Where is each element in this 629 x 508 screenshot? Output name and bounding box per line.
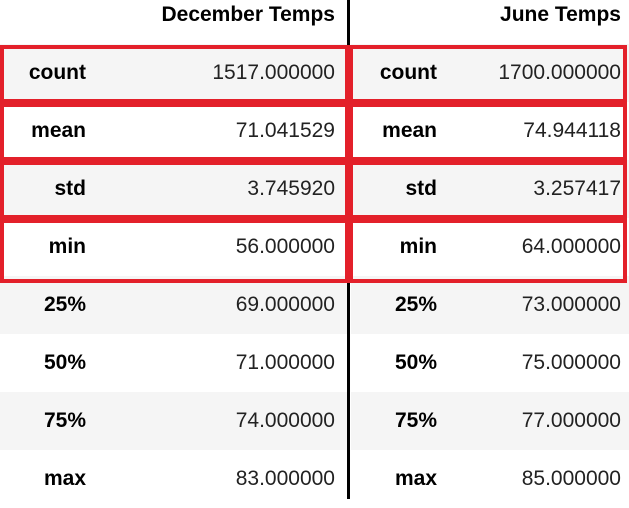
row-label-75: 75% xyxy=(43,409,86,432)
table-row-75: 75% 77.000000 xyxy=(351,392,629,450)
row-label-max: max xyxy=(394,467,437,490)
column-header-june: June Temps xyxy=(500,3,621,26)
row-label-25: 25% xyxy=(43,293,86,316)
table-row-max: max 83.000000 xyxy=(0,450,349,508)
row-value-min: 56.000000 xyxy=(235,235,335,258)
table-row-std: std 3.745920 xyxy=(0,160,349,218)
row-label-50: 50% xyxy=(394,351,437,374)
table-row-std: std 3.257417 xyxy=(351,160,629,218)
row-label-mean: mean xyxy=(31,119,86,142)
column-header-december: December Temps xyxy=(161,3,335,26)
row-value-std: 3.257417 xyxy=(533,177,621,200)
highlight-box-count-right xyxy=(349,45,627,103)
highlight-box-std-right xyxy=(349,161,627,219)
row-value-count: 1517.000000 xyxy=(212,61,335,84)
row-label-max: max xyxy=(43,467,86,490)
highlight-box-min-left xyxy=(0,219,349,283)
row-value-50: 71.000000 xyxy=(235,351,335,374)
row-label-count: count xyxy=(28,61,86,84)
table-row-50: 50% 71.000000 xyxy=(0,334,349,392)
table-row-25: 25% 73.000000 xyxy=(351,276,629,334)
row-value-mean: 71.041529 xyxy=(235,119,335,142)
table-row-25: 25% 69.000000 xyxy=(0,276,349,334)
table-row-min: min 56.000000 xyxy=(0,218,349,276)
row-label-min: min xyxy=(399,235,437,258)
row-label-50: 50% xyxy=(43,351,86,374)
highlight-box-std-left xyxy=(0,161,349,219)
june-temps-table: June Temps count 1700.000000 mean 74.944… xyxy=(351,0,629,508)
highlight-box-mean-left xyxy=(0,103,349,161)
highlight-box-count-left xyxy=(0,45,349,103)
row-value-count: 1700.000000 xyxy=(498,61,621,84)
highlight-box-min-right xyxy=(349,219,627,283)
row-value-max: 83.000000 xyxy=(235,467,335,490)
highlight-box-mean-right xyxy=(349,103,627,161)
table-row-mean: mean 71.041529 xyxy=(0,102,349,160)
row-label-min: min xyxy=(48,235,86,258)
row-value-max: 85.000000 xyxy=(521,467,621,490)
table-row-max: max 85.000000 xyxy=(351,450,629,508)
table-row-mean: mean 74.944118 xyxy=(351,102,629,160)
row-value-75: 74.000000 xyxy=(235,409,335,432)
december-temps-table: December Temps count 1517.000000 mean 71… xyxy=(0,3,349,490)
table-row-75: 75% 74.000000 xyxy=(0,392,349,450)
table-row-min: min 64.000000 xyxy=(351,218,629,276)
table-row-count: count 1517.000000 xyxy=(0,44,349,102)
row-value-mean: 74.944118 xyxy=(523,119,621,142)
row-value-std: 3.745920 xyxy=(247,177,335,200)
row-label-mean: mean xyxy=(382,119,437,142)
row-value-min: 64.000000 xyxy=(521,235,621,258)
row-value-25: 73.000000 xyxy=(521,293,621,316)
row-value-50: 75.000000 xyxy=(521,351,621,374)
row-label-std: std xyxy=(405,177,438,200)
table-row-count: count 1700.000000 xyxy=(351,44,629,102)
row-label-count: count xyxy=(379,61,437,84)
row-value-75: 77.000000 xyxy=(521,409,621,432)
row-label-25: 25% xyxy=(394,293,437,316)
row-label-75: 75% xyxy=(394,409,437,432)
row-label-std: std xyxy=(54,177,87,200)
row-value-25: 69.000000 xyxy=(235,293,335,316)
table-row-50: 50% 75.000000 xyxy=(351,334,629,392)
